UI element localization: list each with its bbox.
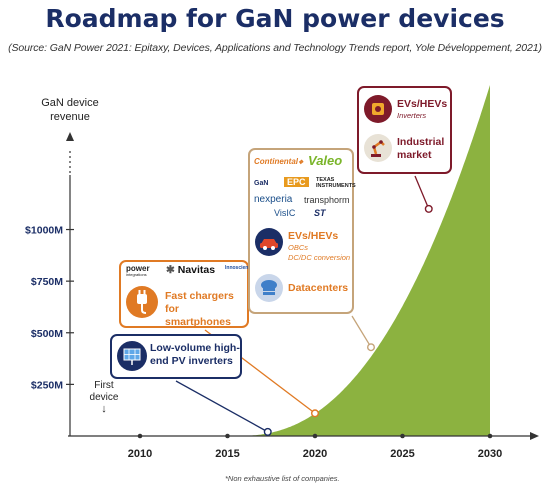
down-arrow-icon: ↓ (101, 403, 107, 415)
first-device-line2: device (89, 392, 119, 403)
ev-obc-sub2: DC/DC conversion (288, 253, 351, 262)
power-integrations-logo: power integrations (126, 264, 150, 278)
x-tick-label-2: 2020 (303, 448, 327, 460)
connector-line-0 (175, 380, 269, 433)
ev-inverters-sub: Inverters (397, 111, 427, 120)
inverter-icon (364, 95, 392, 123)
milestone-marker-2 (367, 343, 376, 352)
industrial-box: EVs/HEVs Inverters Industrial market (357, 86, 452, 174)
pv-title-line2: end PV inverters (150, 355, 233, 367)
connector-line-2 (351, 315, 372, 348)
datacenters-title: Datacenters (288, 282, 349, 294)
milestone-marker-0 (263, 427, 272, 436)
y-tick-label-2: $750M (31, 276, 63, 288)
first-device-line1: First (94, 380, 114, 391)
milestone-marker-3 (424, 204, 433, 213)
gan-systems-logo: GaN (254, 180, 269, 187)
innoscience-logo: Innoscience (225, 265, 254, 271)
cloud-server-icon (255, 274, 283, 302)
ev-inverters-title: EVs/HEVs (397, 98, 448, 110)
industrial-title-line2: market (397, 149, 432, 161)
ev-obc-title: EVs/HEVs (288, 230, 339, 242)
y-tick-label-1: $500M (31, 328, 63, 340)
x-tick-dot-4 (487, 433, 493, 439)
epc-logo: EPC (284, 177, 309, 187)
x-tick-dot-0 (137, 433, 143, 439)
y-axis-label: GaN device revenue (41, 97, 99, 123)
y-tick-label-3: $1000M (25, 225, 63, 237)
x-axis-arrow (530, 432, 539, 440)
transphorm-logo: transphorm (304, 195, 350, 205)
texas-instruments-logo: TEXAS INSTRUMENTS (316, 177, 356, 189)
revenue-area (210, 85, 490, 436)
robot-arm-icon (364, 134, 392, 162)
milestone-marker-1 (311, 409, 320, 418)
st-logo: ST (314, 208, 326, 218)
footnote: *Non exhaustive list of companies. (225, 474, 340, 483)
visic-logo: VisIC (274, 208, 296, 218)
y-tick-label-0: $250M (31, 379, 63, 391)
navitas-logo: ✱ Navitas (166, 264, 216, 276)
x-tick-dot-1 (225, 433, 230, 439)
page-title: Roadmap for GaN power devices (45, 4, 505, 33)
connector-line-3 (414, 175, 430, 210)
y-axis-arrow (66, 132, 74, 141)
x-tick-dot-3 (400, 433, 405, 439)
first-device-annotation: First device ↓ (82, 380, 126, 415)
solar-panel-icon (117, 341, 147, 371)
x-tick-label-4: 2030 (478, 448, 502, 460)
continental-logo: Continental❖ (254, 157, 304, 166)
charger-plug-icon (126, 286, 158, 318)
page-subtitle: (Source: GaN Power 2021: Epitaxy, Device… (8, 42, 542, 54)
ev-car-icon (255, 228, 283, 256)
x-tick-label-3: 2025 (390, 448, 414, 460)
valeo-logo: Valeo (308, 153, 343, 168)
x-tick-label-0: 2010 (128, 448, 152, 460)
industrial-title-line1: Industrial (397, 136, 445, 148)
pv-title-line1: Low-volume high- (150, 342, 240, 354)
pv-inverters-box: Low-volume high- end PV inverters (110, 334, 242, 379)
nexperia-logo: nexperia (254, 194, 293, 205)
ev-obc-sub1: OBCs (288, 243, 309, 252)
ev-datacenter-box: Continental❖ Valeo GaN EPC TEXAS INSTRUM… (248, 148, 356, 314)
chargers-title-line2: for smartphones (165, 303, 231, 328)
chargers-title-line1: Fast chargers (165, 290, 234, 302)
x-tick-label-1: 2015 (215, 448, 239, 460)
x-tick-dot-2 (312, 433, 318, 439)
fast-chargers-box: power integrations ✱ Navitas Innoscience… (119, 260, 254, 328)
